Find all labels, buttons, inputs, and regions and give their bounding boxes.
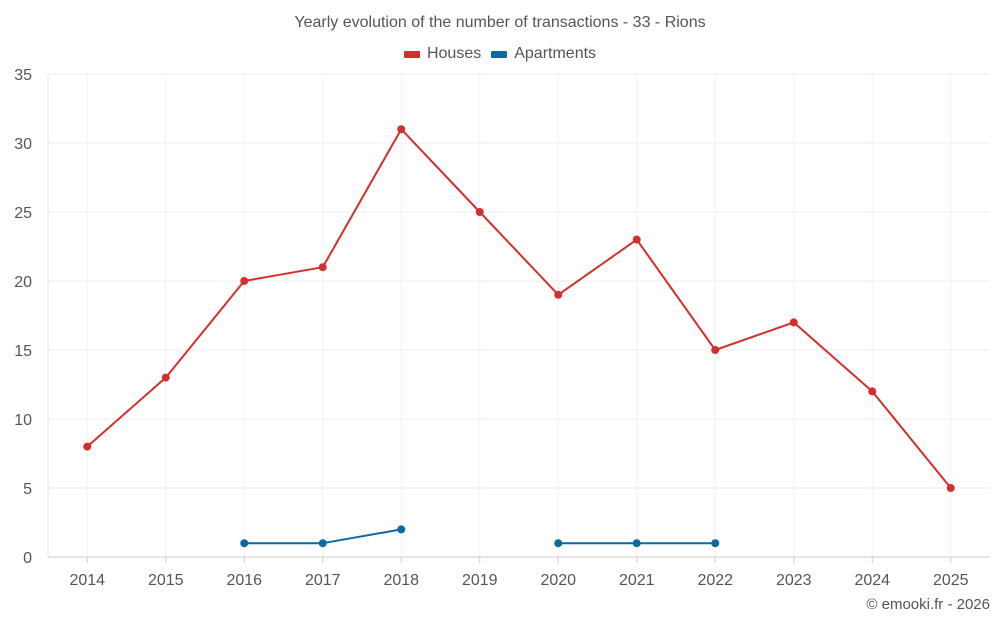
x-tick-label: 2016 (226, 572, 262, 589)
x-tick-label: 2024 (854, 572, 890, 589)
x-tick-label: 2019 (462, 572, 498, 589)
x-tick-label: 2021 (619, 572, 655, 589)
legend-label-houses: Houses (426, 45, 482, 62)
data-point-apartments (240, 539, 249, 548)
y-tick-label: 10 (14, 412, 32, 429)
data-point-houses (83, 442, 92, 451)
credit-text: © emooki.fr - 2026 (866, 596, 990, 613)
x-tick-label: 2014 (69, 572, 105, 589)
y-tick-label: 25 (14, 205, 32, 222)
data-point-houses (789, 318, 798, 327)
x-tick-label: 2022 (697, 572, 733, 589)
x-tick-label: 2017 (305, 572, 341, 589)
data-point-houses (554, 290, 563, 299)
y-tick-label: 20 (14, 274, 32, 291)
data-point-houses (868, 387, 877, 396)
x-tick-label: 2020 (540, 572, 576, 589)
data-point-apartments (554, 539, 563, 548)
data-point-houses (240, 277, 249, 285)
data-point-apartments (632, 539, 641, 548)
y-tick-label: 15 (14, 343, 32, 360)
y-tick-label: 30 (14, 136, 32, 153)
data-point-houses (397, 125, 406, 134)
x-tick-label: 2025 (933, 572, 969, 589)
legend-swatch-houses (403, 50, 420, 58)
data-point-apartments (318, 539, 327, 548)
chart-legend: Houses Apartments (0, 45, 1000, 63)
legend-item-houses[interactable]: Houses (403, 45, 482, 63)
legend-swatch-apartments (491, 50, 508, 58)
y-tick-label: 5 (23, 481, 32, 498)
data-point-apartments (397, 525, 406, 534)
data-point-apartments (711, 539, 720, 548)
x-tick-label: 2015 (148, 572, 184, 589)
data-point-houses (161, 373, 170, 382)
legend-item-apartments[interactable]: Apartments (491, 45, 596, 63)
data-point-houses (632, 235, 641, 244)
data-point-houses (318, 263, 327, 272)
y-tick-label: 35 (14, 67, 32, 84)
data-point-houses (711, 346, 720, 354)
data-point-houses (946, 484, 955, 492)
legend-label-apartments: Apartments (514, 45, 597, 62)
x-tick-label: 2023 (776, 572, 812, 589)
y-tick-label: 0 (23, 550, 32, 567)
data-point-houses (475, 208, 484, 216)
chart-title: Yearly evolution of the number of transa… (294, 14, 706, 31)
x-tick-label: 2018 (383, 572, 419, 589)
series-line-houses (86, 128, 952, 489)
